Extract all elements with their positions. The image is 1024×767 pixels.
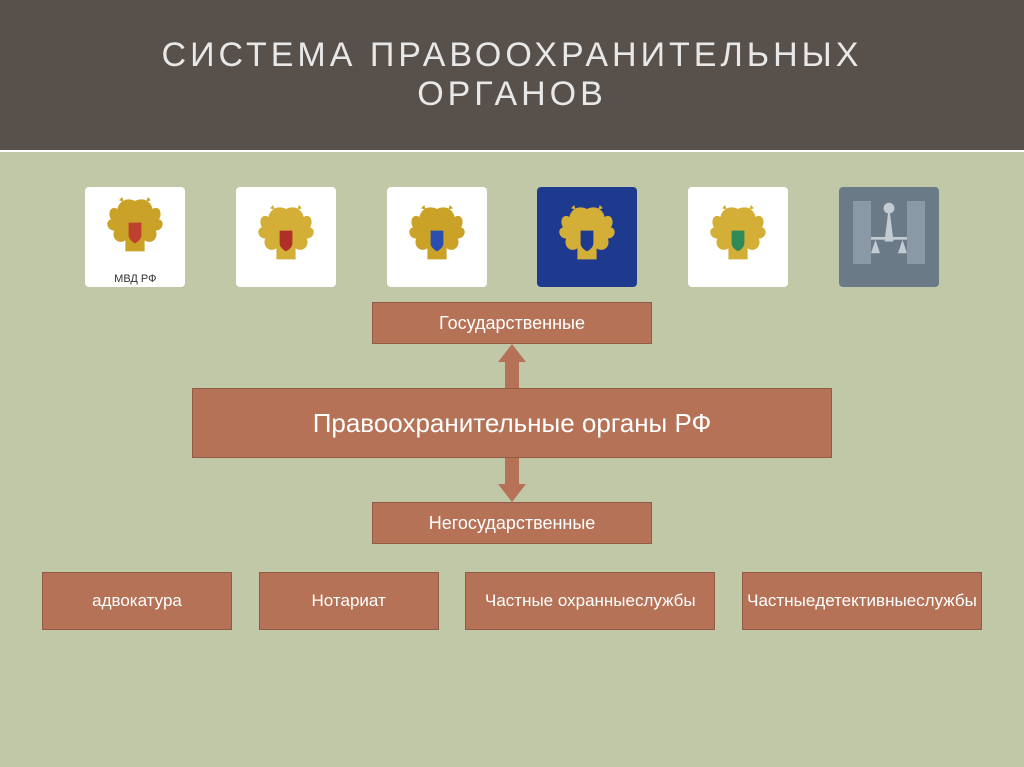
slide-title: СИСТЕМА ПРАВООХРАНИТЕЛЬНЫХ ОРГАНОВ bbox=[0, 0, 1024, 152]
emblem-fts bbox=[688, 187, 788, 287]
box-bottom-1: Нотариат bbox=[259, 572, 439, 630]
title-line2: ОРГАНОВ bbox=[162, 75, 863, 114]
emblem-fsb bbox=[236, 187, 336, 287]
content-area: МВД РФ bbox=[0, 152, 1024, 767]
arrow-up-icon bbox=[498, 344, 526, 362]
emblem-mvd: МВД РФ bbox=[85, 187, 185, 287]
emblem-court bbox=[839, 187, 939, 287]
diagram: Государственные Правоохранительные орган… bbox=[0, 302, 1024, 630]
arrow-stem-2 bbox=[505, 458, 519, 484]
arrow-down-icon bbox=[498, 484, 526, 502]
arrow-stem-1 bbox=[505, 362, 519, 388]
box-bottom-3: Частныедетективныеслужбы bbox=[742, 572, 982, 630]
emblem-label: МВД РФ bbox=[114, 273, 156, 285]
box-main: Правоохранительные органы РФ bbox=[192, 388, 832, 458]
emblem-sk bbox=[387, 187, 487, 287]
box-government: Государственные bbox=[372, 302, 652, 344]
emblems-row: МВД РФ bbox=[30, 172, 994, 302]
box-nongovernment: Негосударственные bbox=[372, 502, 652, 544]
box-bottom-0: адвокатура bbox=[42, 572, 232, 630]
bottom-row: адвокатура Нотариат Частные охранныеслужбы… bbox=[42, 572, 982, 630]
title-line1: СИСТЕМА ПРАВООХРАНИТЕЛЬНЫХ bbox=[162, 36, 863, 75]
emblem-prok bbox=[537, 187, 637, 287]
box-bottom-2: Частные охранныеслужбы bbox=[465, 572, 715, 630]
